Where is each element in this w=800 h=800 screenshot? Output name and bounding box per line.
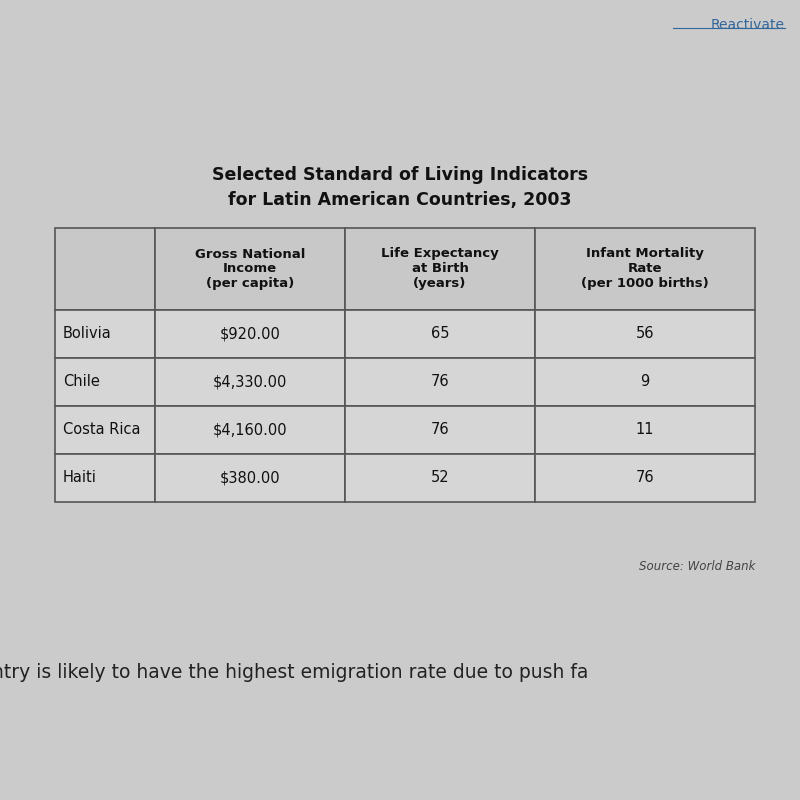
Text: Selected Standard of Living Indicators: Selected Standard of Living Indicators xyxy=(212,166,588,184)
Text: Infant Mortality
Rate
(per 1000 births): Infant Mortality Rate (per 1000 births) xyxy=(581,247,709,290)
Text: Life Expectancy
at Birth
(years): Life Expectancy at Birth (years) xyxy=(381,247,499,290)
Text: Bolivia: Bolivia xyxy=(63,326,112,342)
Text: 11: 11 xyxy=(636,422,654,438)
Text: Chile: Chile xyxy=(63,374,100,390)
Text: 65: 65 xyxy=(430,326,450,342)
Text: $380.00: $380.00 xyxy=(220,470,280,486)
Text: $4,160.00: $4,160.00 xyxy=(213,422,287,438)
Text: Source: World Bank: Source: World Bank xyxy=(638,560,755,573)
Text: $4,330.00: $4,330.00 xyxy=(213,374,287,390)
Text: ntry is likely to have the highest emigration rate due to push fa: ntry is likely to have the highest emigr… xyxy=(0,662,588,682)
Text: 56: 56 xyxy=(636,326,654,342)
Text: Reactivate: Reactivate xyxy=(711,18,785,32)
Text: Costa Rica: Costa Rica xyxy=(63,422,141,438)
Text: Gross National
Income
(per capita): Gross National Income (per capita) xyxy=(195,247,305,290)
Text: for Latin American Countries, 2003: for Latin American Countries, 2003 xyxy=(228,191,572,209)
Text: 76: 76 xyxy=(636,470,654,486)
Text: Haiti: Haiti xyxy=(63,470,97,486)
Text: 76: 76 xyxy=(430,374,450,390)
Text: 76: 76 xyxy=(430,422,450,438)
Text: 52: 52 xyxy=(430,470,450,486)
Text: $920.00: $920.00 xyxy=(219,326,281,342)
Text: 9: 9 xyxy=(640,374,650,390)
